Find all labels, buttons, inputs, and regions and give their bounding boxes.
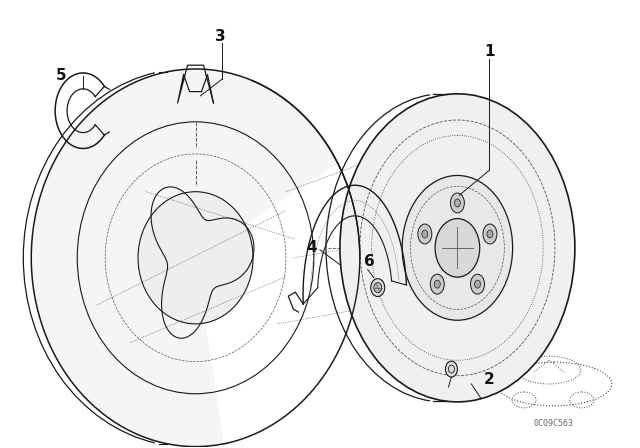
Text: 5: 5 xyxy=(56,69,67,83)
Ellipse shape xyxy=(138,192,253,324)
Text: 3: 3 xyxy=(215,29,226,43)
Ellipse shape xyxy=(371,279,385,297)
Ellipse shape xyxy=(451,193,465,213)
Ellipse shape xyxy=(418,224,432,244)
Ellipse shape xyxy=(430,274,444,294)
Ellipse shape xyxy=(402,176,513,320)
Ellipse shape xyxy=(422,230,428,238)
Ellipse shape xyxy=(435,219,480,277)
Ellipse shape xyxy=(474,280,481,288)
Ellipse shape xyxy=(454,199,460,207)
Ellipse shape xyxy=(374,283,381,293)
Ellipse shape xyxy=(487,230,493,238)
Ellipse shape xyxy=(470,274,484,294)
Ellipse shape xyxy=(435,280,440,288)
Ellipse shape xyxy=(483,224,497,244)
Polygon shape xyxy=(196,164,360,444)
Text: 4: 4 xyxy=(307,240,317,255)
Text: 0C09C563: 0C09C563 xyxy=(534,419,574,428)
Text: 2: 2 xyxy=(484,371,495,387)
Ellipse shape xyxy=(340,94,575,402)
Text: 1: 1 xyxy=(484,43,495,59)
Text: 6: 6 xyxy=(364,254,375,269)
Ellipse shape xyxy=(31,69,360,447)
Ellipse shape xyxy=(445,361,458,377)
